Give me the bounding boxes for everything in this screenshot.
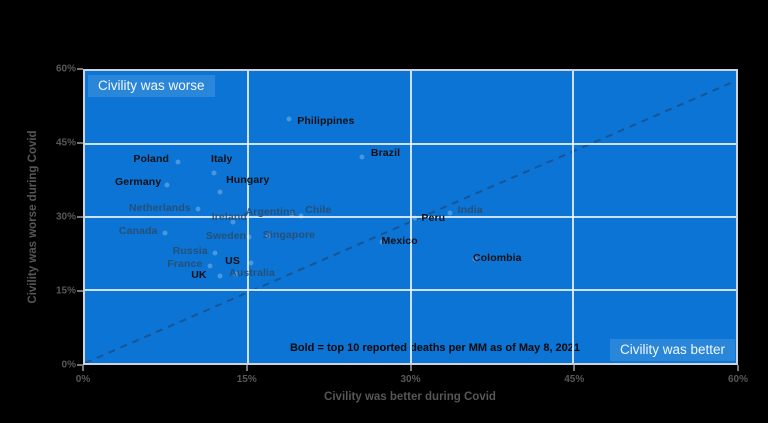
country-label: Sweden [205,229,247,242]
y-axis-tick [77,142,83,144]
x-axis-title: Civility was better during Covid [324,391,496,403]
data-point-dot [211,170,217,176]
data-point-dot [447,210,453,216]
data-point-dot [298,213,304,219]
y-axis-tick [77,216,83,218]
data-point-dot [359,154,365,160]
x-tick-label: 30% [400,374,421,385]
y-axis-tick [77,68,83,70]
quadrant-label-better: Civility was better [609,339,735,361]
country-label: Peru [421,211,446,224]
y-axis-tick [77,290,83,292]
data-point-dot [212,250,218,256]
x-axis-tick [409,365,412,371]
data-point-dot [207,263,213,269]
data-point-dot [164,182,170,188]
gridline-horizontal [85,143,736,145]
country-label: Brazil [370,146,401,159]
country-label: Argentina [245,206,296,219]
country-label: Hungary [226,173,270,186]
data-point-dot [379,239,385,245]
data-point-dot [289,211,295,217]
x-tick-label: 0% [75,374,91,385]
x-axis-tick [82,365,84,371]
country-label: Netherlands [128,202,191,215]
x-tick-label: 45% [564,374,585,385]
country-label: Singapore [262,228,316,241]
country-label: Ireland [211,211,247,223]
country-label: Mexico [381,234,418,247]
country-label: Russia [172,244,208,257]
plot-area: Civility was worse Civility was better B… [83,69,738,365]
country-label: UK [191,269,207,282]
gridline-vertical [572,71,575,363]
data-point-dot [217,189,223,195]
y-tick-label: 60% [55,63,76,75]
chart-note: Bold = top 10 reported deaths per MM as … [290,342,580,354]
data-point-dot [175,159,181,165]
data-point-dot [195,206,201,212]
country-label: Chile [305,204,332,217]
country-label: Germany [115,176,162,189]
quadrant-label-worse: Civility was worse [88,75,215,97]
data-point-dot [265,233,271,239]
country-label: US [225,255,240,268]
country-label: India [457,204,483,217]
country-label: Australia [229,267,275,280]
country-label: France [167,258,203,271]
data-point-dot [246,234,252,240]
y-axis-tick [77,364,83,366]
y-tick-label: 30% [55,211,76,223]
x-tick-label: 15% [236,374,257,385]
data-point-dot [162,230,168,236]
data-point-dot [217,273,223,279]
country-label: Philippines [297,115,355,128]
country-label: Poland [133,152,169,165]
country-label: Canada [118,224,158,237]
x-axis-tick [245,365,248,371]
data-point-dot [230,219,236,225]
country-label: Colombia [472,252,522,265]
y-tick-label: 15% [55,285,76,297]
data-point-dot [233,271,239,277]
x-axis-tick [737,365,739,371]
country-label: Italy [210,152,233,165]
chart-note-text: = top 10 reported deaths per MM as of Ma… [314,342,581,354]
data-point-dot [472,256,477,262]
data-point-dot [248,260,254,266]
chart-note-bold-word: Bold [289,342,315,354]
x-axis-tick [573,365,576,371]
data-point-dot [286,116,292,122]
data-point-dot [412,215,418,221]
x-tick-label: 60% [727,374,749,385]
y-tick-label: 45% [55,137,76,149]
gridline-horizontal [85,216,736,218]
y-tick-label: 0% [61,359,76,371]
